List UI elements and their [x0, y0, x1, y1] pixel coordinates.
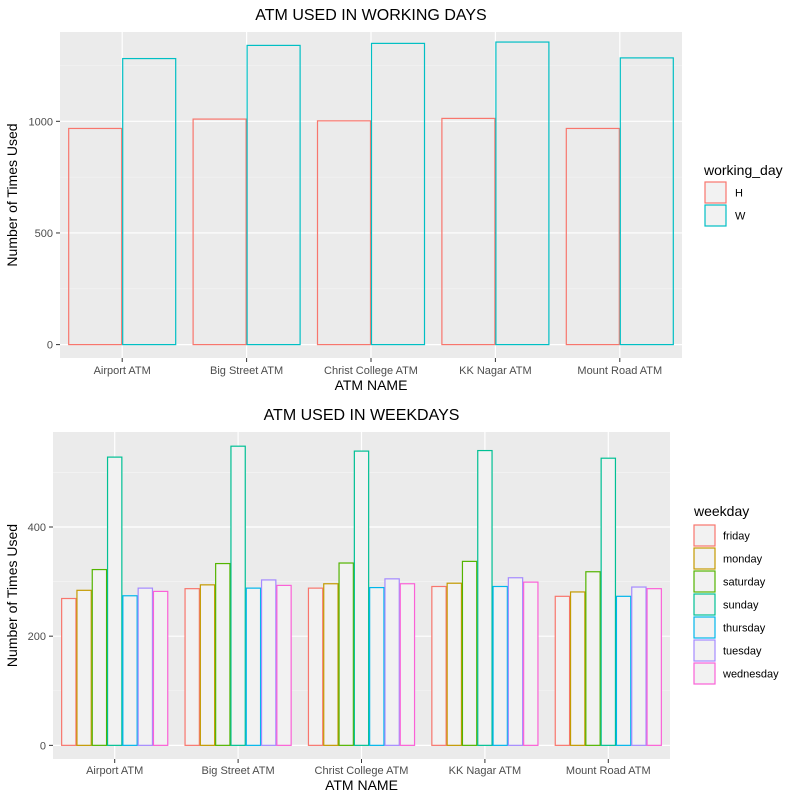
bar-wednesday-1: [152, 590, 169, 746]
x-tick-label: Mount Road ATM: [577, 365, 662, 377]
bar-tuesday-5: [631, 586, 647, 746]
bar-H-5: [565, 127, 620, 346]
legend-label-H: H: [735, 188, 743, 200]
legend-label-saturday: saturday: [723, 577, 766, 589]
bar-tuesday-2: [260, 579, 277, 746]
x-tick-label: KK Nagar ATM: [449, 765, 522, 777]
legend-key-monday: [693, 547, 716, 570]
x-tick-label: Mount Road ATM: [566, 765, 651, 777]
bar-H-4: [441, 117, 496, 346]
y-tick-label: 1000: [29, 116, 53, 128]
legend-key-wednesday: [693, 662, 716, 685]
legend-label-monday: monday: [723, 554, 763, 566]
bar-wednesday-5: [646, 588, 662, 746]
x-tick-label: Big Street ATM: [210, 365, 283, 377]
bar-friday-2: [184, 588, 200, 746]
chart-1: 0 500 1000 Airport ATM Big Street ATM Christ …: [4, 7, 783, 393]
legend-key-sunday: [693, 593, 716, 616]
bar-monday-3: [323, 583, 339, 746]
legend: weekday friday monday saturday sunday thursda…: [693, 503, 779, 685]
chart-2: 0 200 400 Airport ATM Big Street ATM Christ C…: [4, 407, 779, 793]
x-axis-title: ATM NAME: [325, 777, 398, 793]
x-tick-label: Airport ATM: [86, 765, 143, 777]
y-tick-label: 400: [28, 522, 46, 534]
y-axis-title: Number of Times Used: [4, 524, 20, 667]
x-tick-label: KK Nagar ATM: [459, 365, 532, 377]
bar-monday-5: [569, 591, 586, 746]
bar-saturday-3: [338, 562, 354, 746]
bar-friday-3: [307, 587, 324, 746]
legend-key-saturday: [693, 570, 716, 593]
bar-thursday-4: [492, 585, 508, 746]
bar-W-1: [122, 57, 177, 346]
legend-label-wednesday: wednesday: [722, 669, 779, 681]
y-tick-label: 500: [35, 228, 53, 240]
bar-saturday-4: [461, 560, 478, 746]
legend: working_day HW: [703, 162, 783, 227]
bar-wednesday-3: [399, 583, 416, 746]
y-tick-label: 200: [28, 631, 46, 643]
legend-key-W: [704, 204, 727, 227]
bar-thursday-5: [615, 595, 632, 746]
bar-saturday-2: [215, 562, 231, 746]
bar-H-1: [68, 127, 123, 346]
bar-monday-4: [446, 582, 463, 746]
bar-saturday-5: [585, 571, 601, 746]
bar-monday-2: [199, 584, 216, 746]
x-tick-label: Big Street ATM: [202, 765, 275, 777]
y-tick-label: 0: [40, 740, 46, 752]
legend-label-W: W: [735, 211, 746, 223]
x-tick-label: Airport ATM: [94, 365, 151, 377]
bar-friday-1: [61, 597, 77, 746]
bar-friday-5: [554, 595, 571, 746]
legend-label-friday: friday: [723, 531, 750, 543]
bar-sunday-2: [230, 445, 246, 746]
bar-tuesday-3: [384, 578, 400, 746]
legend-key-H: [704, 181, 727, 204]
y-tick-label: 0: [47, 340, 53, 352]
bar-wednesday-2: [276, 584, 292, 746]
legend-label-tuesday: tuesday: [723, 646, 762, 658]
legend-key-friday: [693, 524, 716, 547]
bar-H-2: [192, 118, 247, 346]
y-axis-title: Number of Times Used: [4, 123, 20, 266]
x-tick-label: Christ College ATM: [324, 365, 418, 377]
chart-title: ATM USED IN WEEKDAYS: [264, 407, 460, 424]
chart-title: ATM USED IN WORKING DAYS: [255, 7, 486, 24]
bar-thursday-2: [245, 587, 262, 746]
x-tick-label: Christ College ATM: [315, 765, 409, 777]
legend-key-thursday: [693, 616, 716, 639]
legend-key-tuesday: [693, 639, 716, 662]
bar-W-5: [619, 57, 674, 346]
bar-tuesday-1: [137, 587, 154, 746]
bar-tuesday-4: [507, 577, 524, 746]
bar-friday-4: [431, 585, 447, 746]
bar-monday-1: [76, 589, 92, 746]
bar-saturday-1: [91, 568, 108, 746]
bar-thursday-1: [122, 595, 138, 746]
bar-W-3: [370, 42, 426, 346]
bar-W-2: [246, 44, 301, 346]
x-axis-title: ATM NAME: [335, 377, 408, 393]
bar-sunday-5: [600, 457, 617, 746]
legend-label-sunday: sunday: [723, 600, 759, 612]
legend-title: working_day: [703, 162, 783, 178]
bar-sunday-3: [353, 450, 370, 746]
bar-W-4: [495, 41, 550, 346]
bar-thursday-3: [369, 586, 385, 746]
bar-H-3: [316, 120, 372, 346]
bar-wednesday-4: [523, 581, 539, 746]
bar-sunday-4: [477, 449, 493, 746]
legend-title: weekday: [693, 503, 749, 519]
bar-sunday-1: [106, 456, 123, 746]
legend-label-thursday: thursday: [723, 623, 766, 635]
